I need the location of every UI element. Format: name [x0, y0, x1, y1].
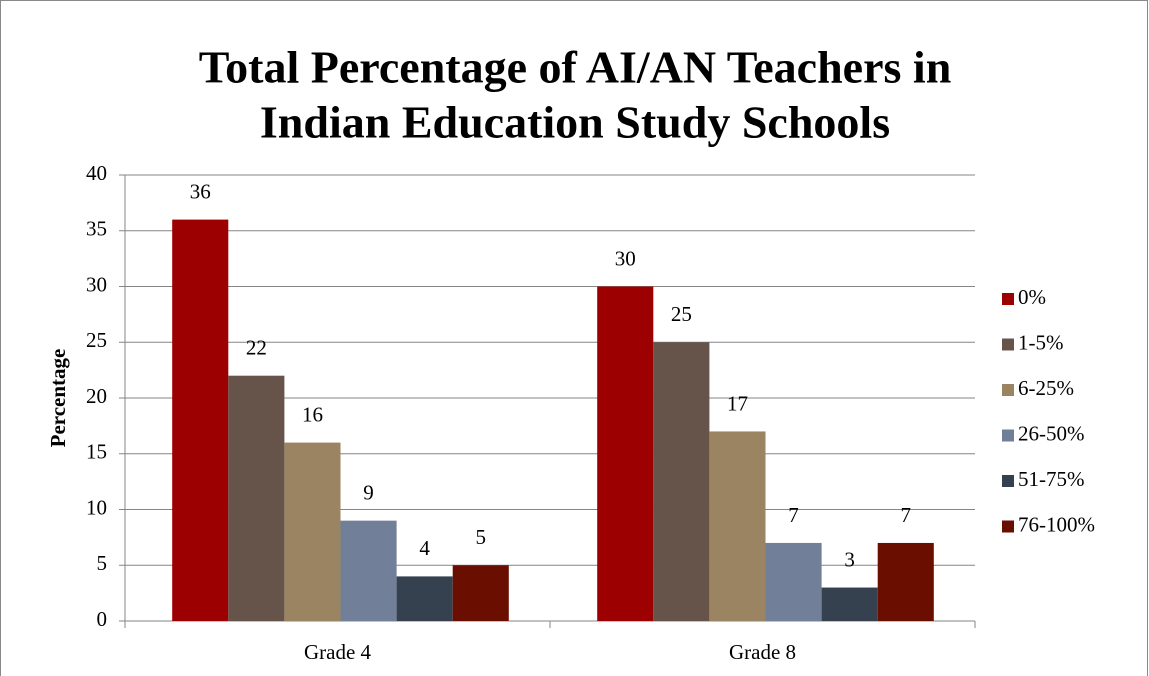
legend-swatch [1002, 429, 1014, 442]
y-tick-label: 35 [86, 217, 107, 241]
y-tick-label: 40 [86, 161, 107, 185]
bar [452, 565, 509, 621]
legend-label: 76-100% [1018, 512, 1095, 536]
bar [340, 520, 397, 621]
data-label: 17 [727, 391, 748, 415]
data-label: 5 [476, 525, 487, 549]
legend-swatch [1002, 338, 1014, 351]
bar [877, 542, 934, 621]
y-tick-label: 10 [86, 495, 107, 519]
bar [396, 576, 453, 621]
data-label: 7 [901, 503, 912, 527]
y-tick-label: 25 [86, 328, 107, 352]
legend-label: 1-5% [1018, 330, 1064, 354]
bar [172, 219, 229, 621]
bar [765, 542, 822, 621]
chart-title: Indian Education Study Schools [260, 97, 890, 148]
legend-label: 0% [1018, 285, 1046, 309]
chart-title: Total Percentage of AI/AN Teachers in [199, 42, 952, 93]
legend-label: 51-75% [1018, 467, 1085, 491]
bar [653, 342, 710, 621]
y-tick-label: 15 [86, 440, 107, 464]
data-label: 16 [302, 402, 323, 426]
legend-swatch [1002, 520, 1014, 533]
data-label: 30 [615, 246, 636, 270]
data-label: 3 [844, 547, 855, 571]
data-label: 25 [671, 302, 692, 326]
data-label: 22 [246, 336, 267, 360]
y-tick-label: 0 [97, 607, 108, 631]
y-tick-label: 20 [86, 384, 107, 408]
bar [597, 286, 654, 621]
legend-swatch [1002, 384, 1014, 396]
data-label: 9 [363, 480, 374, 504]
legend-swatch [1002, 293, 1014, 305]
y-axis-label: Percentage [46, 349, 70, 448]
bar [821, 587, 878, 621]
legend-label: 26-50% [1018, 421, 1085, 445]
legend-label: 6-25% [1018, 376, 1074, 400]
bar [228, 375, 285, 621]
x-tick-label: Grade 4 [304, 640, 372, 664]
data-label: 4 [419, 536, 430, 560]
data-label: 36 [190, 179, 211, 203]
x-tick-label: Grade 8 [729, 640, 796, 664]
bar [284, 442, 341, 621]
bar [709, 431, 766, 621]
legend-swatch [1002, 475, 1014, 487]
data-label: 7 [788, 503, 799, 527]
y-tick-label: 5 [97, 551, 108, 575]
y-tick-label: 30 [86, 272, 107, 296]
